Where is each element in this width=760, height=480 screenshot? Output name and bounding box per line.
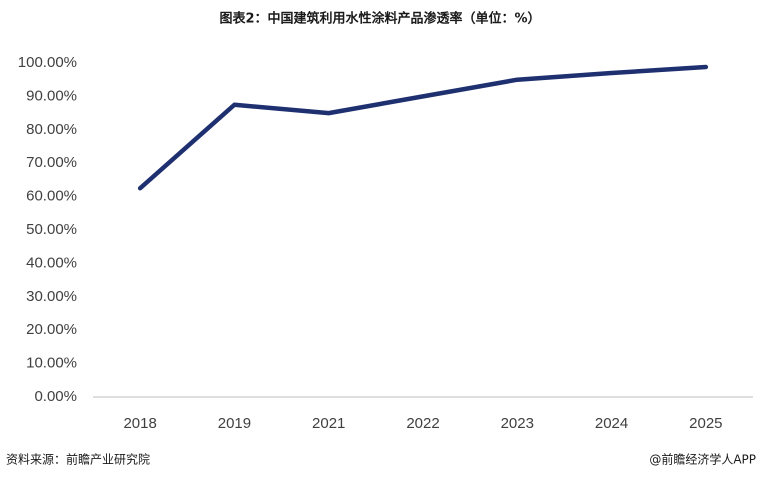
x-tick-label: 2025	[689, 415, 722, 432]
x-tick-label: 2019	[218, 415, 251, 432]
y-tick-label: 30.00%	[26, 288, 77, 305]
chart-title: 图表2：中国建筑利用水性涂料产品渗透率（单位：%）	[219, 11, 540, 27]
y-tick-label: 40.00%	[26, 254, 77, 271]
y-tick-label: 0.00%	[34, 388, 77, 405]
y-tick-label: 60.00%	[26, 188, 77, 205]
y-tick-label: 50.00%	[26, 221, 77, 238]
x-tick-label: 2023	[501, 415, 534, 432]
x-tick-label: 2022	[406, 415, 439, 432]
y-tick-label: 90.00%	[26, 87, 77, 104]
data-line	[137, 64, 709, 191]
y-tick-label: 80.00%	[26, 121, 77, 138]
x-tick-label: 2018	[123, 415, 156, 432]
y-tick-label: 20.00%	[26, 321, 77, 338]
x-tick-label: 2024	[595, 415, 628, 432]
y-tick-label: 10.00%	[26, 355, 77, 372]
credit-note: @前瞻经济学人APP	[649, 452, 756, 467]
source-note: 资料来源：前瞻产业研究院	[6, 452, 150, 467]
y-tick-label: 70.00%	[26, 154, 77, 171]
x-tick-label: 2021	[312, 415, 345, 432]
y-tick-label: 100.00%	[18, 54, 77, 71]
